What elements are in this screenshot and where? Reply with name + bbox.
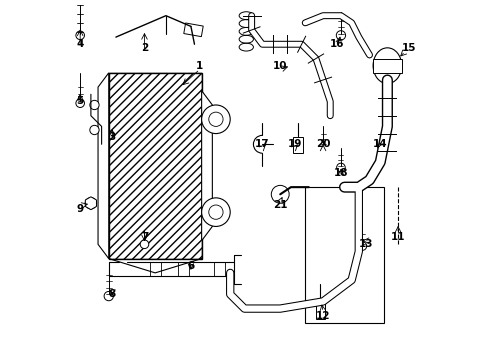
Text: 19: 19 xyxy=(287,139,301,149)
Text: 6: 6 xyxy=(187,261,194,271)
Circle shape xyxy=(76,31,84,40)
Text: 20: 20 xyxy=(315,139,330,149)
Circle shape xyxy=(90,125,99,135)
Text: 18: 18 xyxy=(333,168,347,178)
Text: 21: 21 xyxy=(272,200,287,210)
Text: 17: 17 xyxy=(255,139,269,149)
Bar xyxy=(108,73,201,258)
Text: 16: 16 xyxy=(329,39,344,49)
Bar xyxy=(178,262,189,276)
Text: 9: 9 xyxy=(77,203,83,213)
Circle shape xyxy=(76,99,84,108)
Circle shape xyxy=(140,240,148,249)
Bar xyxy=(214,262,224,276)
Text: 14: 14 xyxy=(372,139,387,149)
Bar xyxy=(305,187,383,323)
Text: 11: 11 xyxy=(390,232,405,242)
Bar xyxy=(372,59,401,73)
Text: 2: 2 xyxy=(141,43,148,53)
Circle shape xyxy=(357,242,366,250)
Polygon shape xyxy=(98,73,108,258)
Circle shape xyxy=(271,185,288,203)
Text: 3: 3 xyxy=(108,132,116,142)
Bar xyxy=(108,73,201,258)
Text: 5: 5 xyxy=(77,96,83,107)
Bar xyxy=(149,262,160,276)
Circle shape xyxy=(336,163,345,172)
Circle shape xyxy=(201,105,230,134)
Text: 8: 8 xyxy=(108,289,116,299)
Circle shape xyxy=(90,100,99,110)
Text: 12: 12 xyxy=(315,311,330,321)
Bar xyxy=(292,137,303,153)
Text: 15: 15 xyxy=(401,43,415,53)
Circle shape xyxy=(104,292,113,301)
Circle shape xyxy=(85,198,97,209)
Text: 7: 7 xyxy=(141,232,148,242)
Circle shape xyxy=(336,31,345,40)
Text: 10: 10 xyxy=(272,61,287,71)
Bar xyxy=(183,23,203,37)
Bar xyxy=(315,301,324,319)
Text: 4: 4 xyxy=(76,39,84,49)
Text: 13: 13 xyxy=(358,239,372,249)
Circle shape xyxy=(201,198,230,226)
Text: 1: 1 xyxy=(196,61,203,71)
Polygon shape xyxy=(201,91,212,241)
